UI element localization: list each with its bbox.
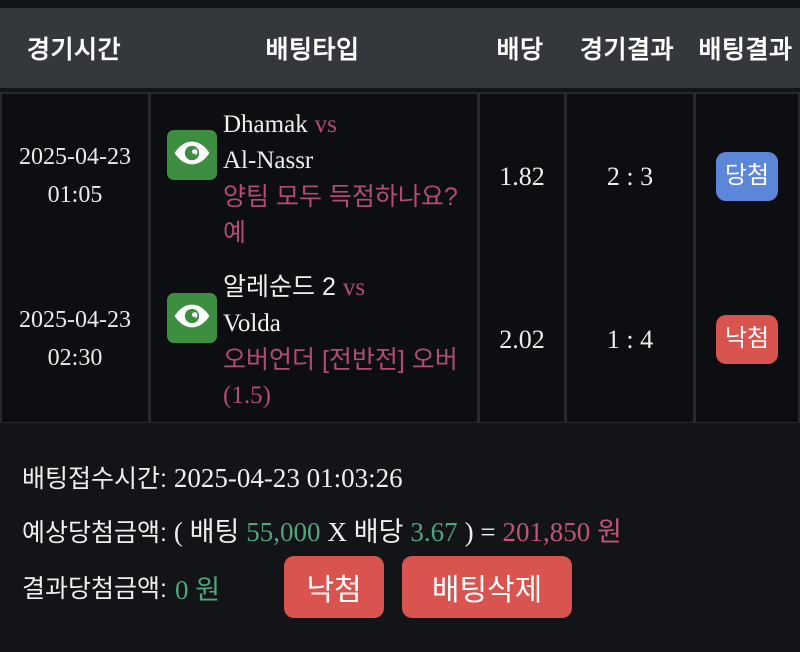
away-team: Volda <box>223 310 281 337</box>
result-amount-value: 0 원 <box>174 574 221 605</box>
game-time: 01:05 <box>47 181 103 208</box>
bet-type-cell: Dhamak vs Al-Nassr 양팀 모두 득점하나요? 예 <box>151 94 477 259</box>
matchup-line: 알레순드 2 vs <box>223 269 458 306</box>
receipt-time-label: 배팅접수시간: <box>22 465 167 493</box>
receipt-time-value: 2025-04-23 01:03:26 <box>173 463 403 493</box>
vs-label: vs <box>314 111 337 138</box>
betting-table-header: 경기시간 배팅타입 배당 경기결과 배팅결과 <box>0 8 800 88</box>
paren-close: ) = <box>464 517 496 547</box>
odds-cell: 1.82 <box>480 94 564 259</box>
header-game-time: 경기시간 <box>26 36 121 64</box>
header-game-result: 경기결과 <box>579 36 674 64</box>
bet-summary: 배팅접수시간: 2025-04-23 01:03:26 예상당첨금액: ( 배팅… <box>0 423 800 618</box>
view-match-button[interactable] <box>167 130 217 180</box>
bet-type-text: 알레순드 2 vs Volda 오버언더 [전반전] 오버 (1.5) <box>223 269 458 414</box>
game-date: 2025-04-23 <box>19 144 131 171</box>
eye-icon <box>172 296 212 341</box>
score-cell: 1 : 4 <box>567 257 693 422</box>
odds-cell: 2.02 <box>480 257 564 422</box>
vs-label: vs <box>342 274 366 301</box>
bet-option-line2: (1.5) <box>223 382 271 409</box>
receipt-time-line: 배팅접수시간: 2025-04-23 01:03:26 <box>22 459 778 495</box>
score-cell: 2 : 3 <box>567 94 693 259</box>
game-time-cell: 2025-04-23 01:05 <box>2 94 148 259</box>
bet-amount-value: 55,000 <box>246 517 321 547</box>
result-winnings-line: 결과당첨금액: 0 원 낙첨 배팅삭제 <box>22 556 778 618</box>
bet-type-cell: 알레순드 2 vs Volda 오버언더 [전반전] 오버 (1.5) <box>151 257 477 422</box>
expected-winnings-line: 예상당첨금액: ( 배팅 55,000 X 배당 3.67 ) = 201,85… <box>22 510 778 549</box>
table-row: 2025-04-23 02:30 알레순드 2 vs Volda 오버언더 [전… <box>2 257 798 422</box>
header-odds: 배당 <box>496 36 544 64</box>
paren-open: ( 배팅 <box>173 517 240 547</box>
view-match-button[interactable] <box>167 293 217 343</box>
bet-option-line2: 예 <box>223 219 247 247</box>
multiply-odds-label: X 배당 <box>327 517 404 547</box>
game-time-cell: 2025-04-23 02:30 <box>2 257 148 422</box>
table-row: 2025-04-23 01:05 Dhamak vs Al-Nassr 양팀 모… <box>2 94 798 259</box>
expected-amount-value: 201,850 원 <box>502 517 622 547</box>
bet-result-cell: 낙첨 <box>696 257 798 422</box>
result-winnings-label: 결과당첨금액: <box>22 575 167 603</box>
home-team: 알레순드 2 <box>223 273 336 301</box>
matchup-line: Dhamak vs <box>223 106 458 143</box>
result-badge-win: 당첨 <box>715 152 779 201</box>
delete-bet-button[interactable]: 배팅삭제 <box>402 556 573 618</box>
home-team: Dhamak <box>223 111 308 138</box>
bet-option-line1: 오버언더 [전반전] 오버 <box>223 346 458 374</box>
betting-table-body: 2025-04-23 01:05 Dhamak vs Al-Nassr 양팀 모… <box>0 92 800 423</box>
bet-result-cell: 당첨 <box>696 94 798 259</box>
total-odds-value: 3.67 <box>410 517 458 547</box>
eye-icon <box>172 133 212 178</box>
bet-option-line1: 양팀 모두 득점하나요? <box>223 183 458 211</box>
header-bet-result: 배팅결과 <box>698 36 793 64</box>
header-bet-type: 배팅타입 <box>265 36 360 64</box>
away-team: Al-Nassr <box>223 147 314 174</box>
bet-status-button[interactable]: 낙첨 <box>284 556 385 618</box>
result-badge-lose: 낙첨 <box>715 315 779 364</box>
bet-type-text: Dhamak vs Al-Nassr 양팀 모두 득점하나요? 예 <box>223 106 458 251</box>
game-time: 02:30 <box>47 344 103 371</box>
expected-winnings-label: 예상당첨금액: <box>22 519 167 547</box>
game-date: 2025-04-23 <box>19 307 131 334</box>
